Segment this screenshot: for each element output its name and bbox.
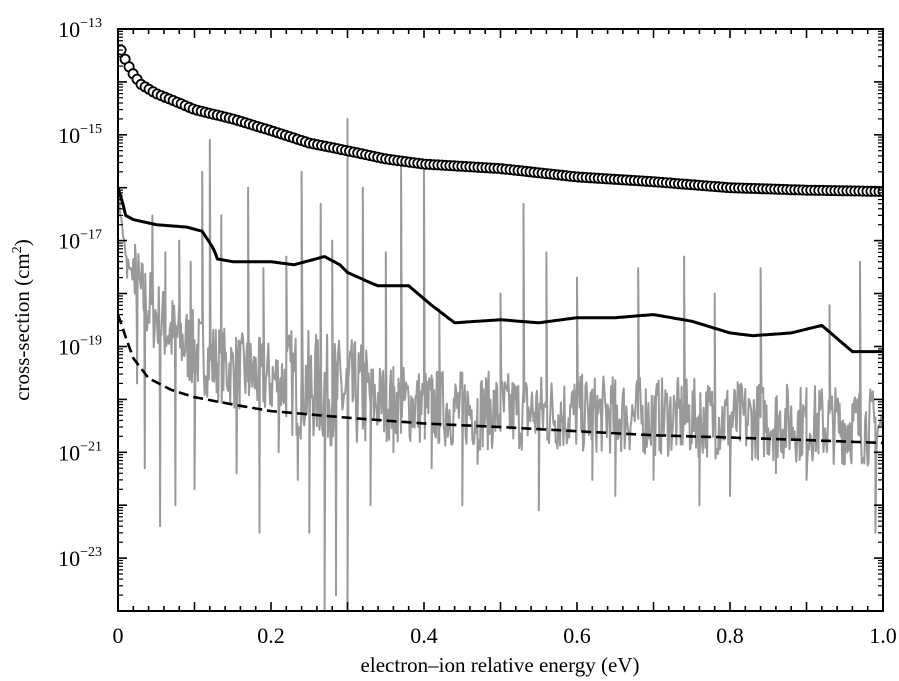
- y-axis-label-main: cross-section (cm: [10, 253, 34, 401]
- x-tick-label: 0.2: [257, 623, 285, 648]
- y-axis-label-tail: ): [10, 239, 34, 246]
- y-tick-label-base: 10: [58, 17, 80, 42]
- y-tick-label: 10−13: [58, 16, 102, 42]
- y-axis-label: cross-section (cm2): [10, 239, 34, 401]
- series-open-circles: [118, 44, 883, 197]
- x-tick-label: 0.4: [410, 623, 438, 648]
- y-tick-label-exp: −17: [80, 228, 102, 243]
- y-tick-label-exp: −13: [80, 16, 102, 31]
- y-axis-label-sup: 2: [10, 246, 25, 253]
- y-tick-label-exp: −19: [80, 334, 102, 349]
- y-tick-label-base: 10: [58, 440, 80, 465]
- y-tick-label: 10−19: [58, 334, 102, 360]
- x-axis-label: electron–ion relative energy (eV): [361, 653, 640, 677]
- y-tick-label-exp: −23: [80, 545, 102, 560]
- series-solid-line: [118, 187, 883, 354]
- series-resonance-line: [118, 117, 883, 611]
- y-tick-label-exp: −21: [80, 439, 102, 454]
- y-tick-label: 10−21: [58, 439, 102, 465]
- x-tick-label: 0.6: [563, 623, 591, 648]
- x-tick-label: 1.0: [869, 623, 897, 648]
- circle-point: [877, 186, 883, 197]
- labels-layer: 0 0.2 0.4 0.6 0.8 1.010−1310−1510−1710−1910−2…: [58, 16, 897, 648]
- y-tick-label-base: 10: [58, 123, 80, 148]
- y-tick-label: 10−17: [58, 228, 102, 254]
- y-tick-label-exp: −15: [80, 122, 102, 137]
- x-tick-label: 0: [113, 623, 124, 648]
- series-layer: [118, 44, 883, 611]
- y-tick-label-base: 10: [58, 546, 80, 571]
- ticks-layer: [117, 28, 884, 612]
- y-tick-label: 10−23: [58, 545, 102, 571]
- y-tick-label: 10−15: [58, 122, 102, 148]
- y-tick-label-base: 10: [58, 335, 80, 360]
- x-tick-label: 0.8: [716, 623, 744, 648]
- series-dashed-line: [118, 314, 883, 445]
- y-tick-label-base: 10: [58, 229, 80, 254]
